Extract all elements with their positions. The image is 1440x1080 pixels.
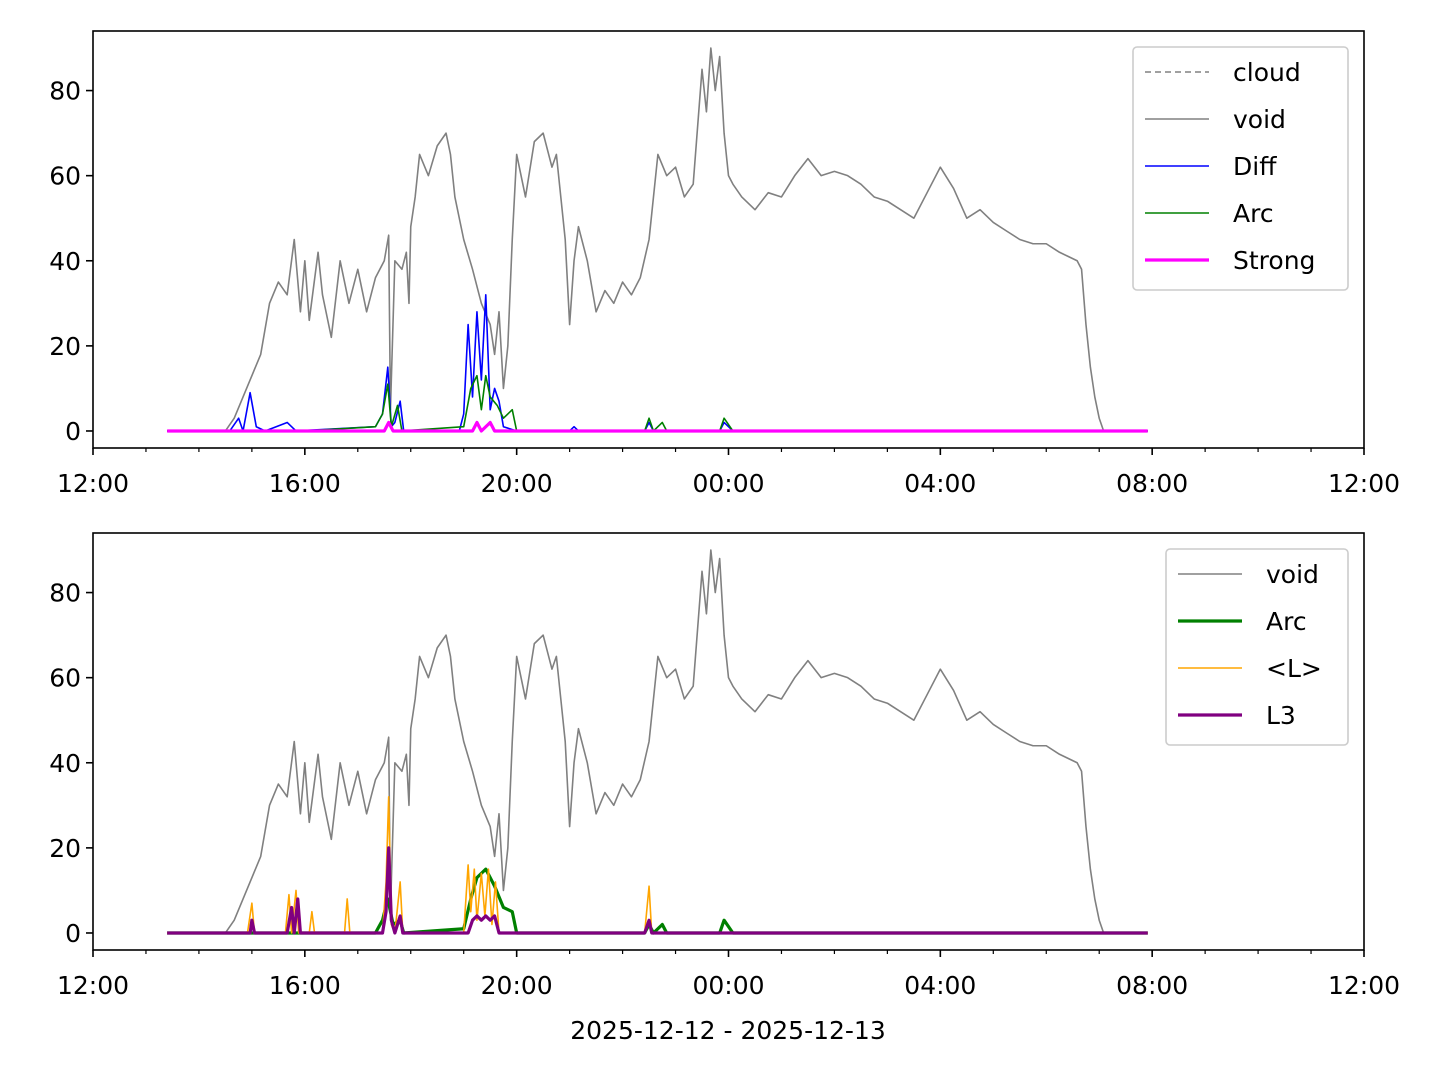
top-chart-legend-label: void: [1233, 105, 1286, 134]
bottom-chart-y-tick-label-40: 40: [49, 749, 81, 778]
top-chart-y-tick-label-20: 20: [49, 332, 81, 361]
bottom-chart-y-tick-label-80: 80: [49, 579, 81, 608]
bottom-chart-legend-label: L3: [1266, 701, 1296, 730]
top-chart-x-tick-label-0: 12:00: [57, 469, 129, 498]
top-chart-x-tick-label-2: 20:00: [481, 469, 553, 498]
bottom-chart-y-tick-label-0: 0: [65, 919, 81, 948]
top-chart-x-tick-label-1: 16:00: [269, 469, 341, 498]
top-chart-series-arc-line: [167, 374, 1148, 432]
bottom-chart-legend: void Arc <L> L3: [1165, 548, 1349, 746]
top-chart-y-tick-label-0: 0: [65, 417, 81, 446]
top-chart-legend-label: Arc: [1233, 199, 1274, 228]
bottom-chart-x-tick-label-5: 08:00: [1116, 971, 1188, 1000]
top-chart-series-void-line: [167, 47, 1148, 432]
top-chart-x-tick-label-4: 04:00: [904, 469, 976, 498]
top-chart-legend-label: Strong: [1233, 246, 1315, 275]
top-chart-x-tick-label-6: 12:00: [1328, 469, 1400, 498]
bottom-chart-axes: 0 20 40 60 80 12:00 16:00 20:00 00:00 04:00 08:00 1…: [49, 579, 1400, 1000]
top-chart-x-tick-label-3: 00:00: [692, 469, 764, 498]
bottom-chart-x-tick-label-3: 00:00: [692, 971, 764, 1000]
bottom-chart-y-tick-label-60: 60: [49, 664, 81, 693]
top-chart-series-lines: [167, 47, 1148, 433]
bottom-chart-legend-label: Arc: [1266, 607, 1307, 636]
bottom-chart-legend-label: void: [1266, 560, 1319, 589]
bottom-chart-y-tick-label-20: 20: [49, 834, 81, 863]
top-chart-legend-label: cloud: [1233, 58, 1301, 87]
bottom-chart-panel: 0 20 40 60 80 12:00 16:00 20:00 00:00 04:00 08:00 1…: [49, 532, 1400, 1045]
bottom-chart-legend-box: [1165, 548, 1349, 746]
top-chart-axes: 0 20 40 60 80 12:00 16:00 20:00 00:00 04:00 08:00 1…: [49, 77, 1400, 498]
top-chart-series-strong-line: [167, 420, 1148, 433]
bottom-chart-x-tick-label-4: 04:00: [904, 971, 976, 1000]
top-chart-legend-box: [1132, 46, 1349, 291]
bottom-chart-series-lines: [167, 549, 1148, 935]
bottom-chart-x-tick-label-0: 12:00: [57, 971, 129, 1000]
bottom-chart-x-tick-label-2: 20:00: [481, 971, 553, 1000]
bottom-chart-legend-label: <L>: [1266, 654, 1322, 683]
top-chart-y-tick-label-40: 40: [49, 247, 81, 276]
top-chart-y-tick-label-80: 80: [49, 77, 81, 106]
top-chart-y-tick-label-60: 60: [49, 162, 81, 191]
bottom-chart-series-void-line: [167, 549, 1148, 934]
bottom-chart-x-tick-label-6: 12:00: [1328, 971, 1400, 1000]
top-chart-legend: cloud void Diff Arc Strong: [1132, 46, 1349, 291]
top-chart-panel: 0 20 40 60 80 12:00 16:00 20:00 00:00 04:00 08:00 1…: [49, 30, 1400, 498]
bottom-chart-x-axis-label: 2025-12-12 - 2025-12-13: [570, 1016, 886, 1045]
bottom-chart-x-tick-label-1: 16:00: [269, 971, 341, 1000]
top-chart-x-tick-label-5: 08:00: [1116, 469, 1188, 498]
bottom-chart-series-l3-line: [167, 846, 1148, 935]
top-chart-legend-label: Diff: [1233, 152, 1277, 181]
